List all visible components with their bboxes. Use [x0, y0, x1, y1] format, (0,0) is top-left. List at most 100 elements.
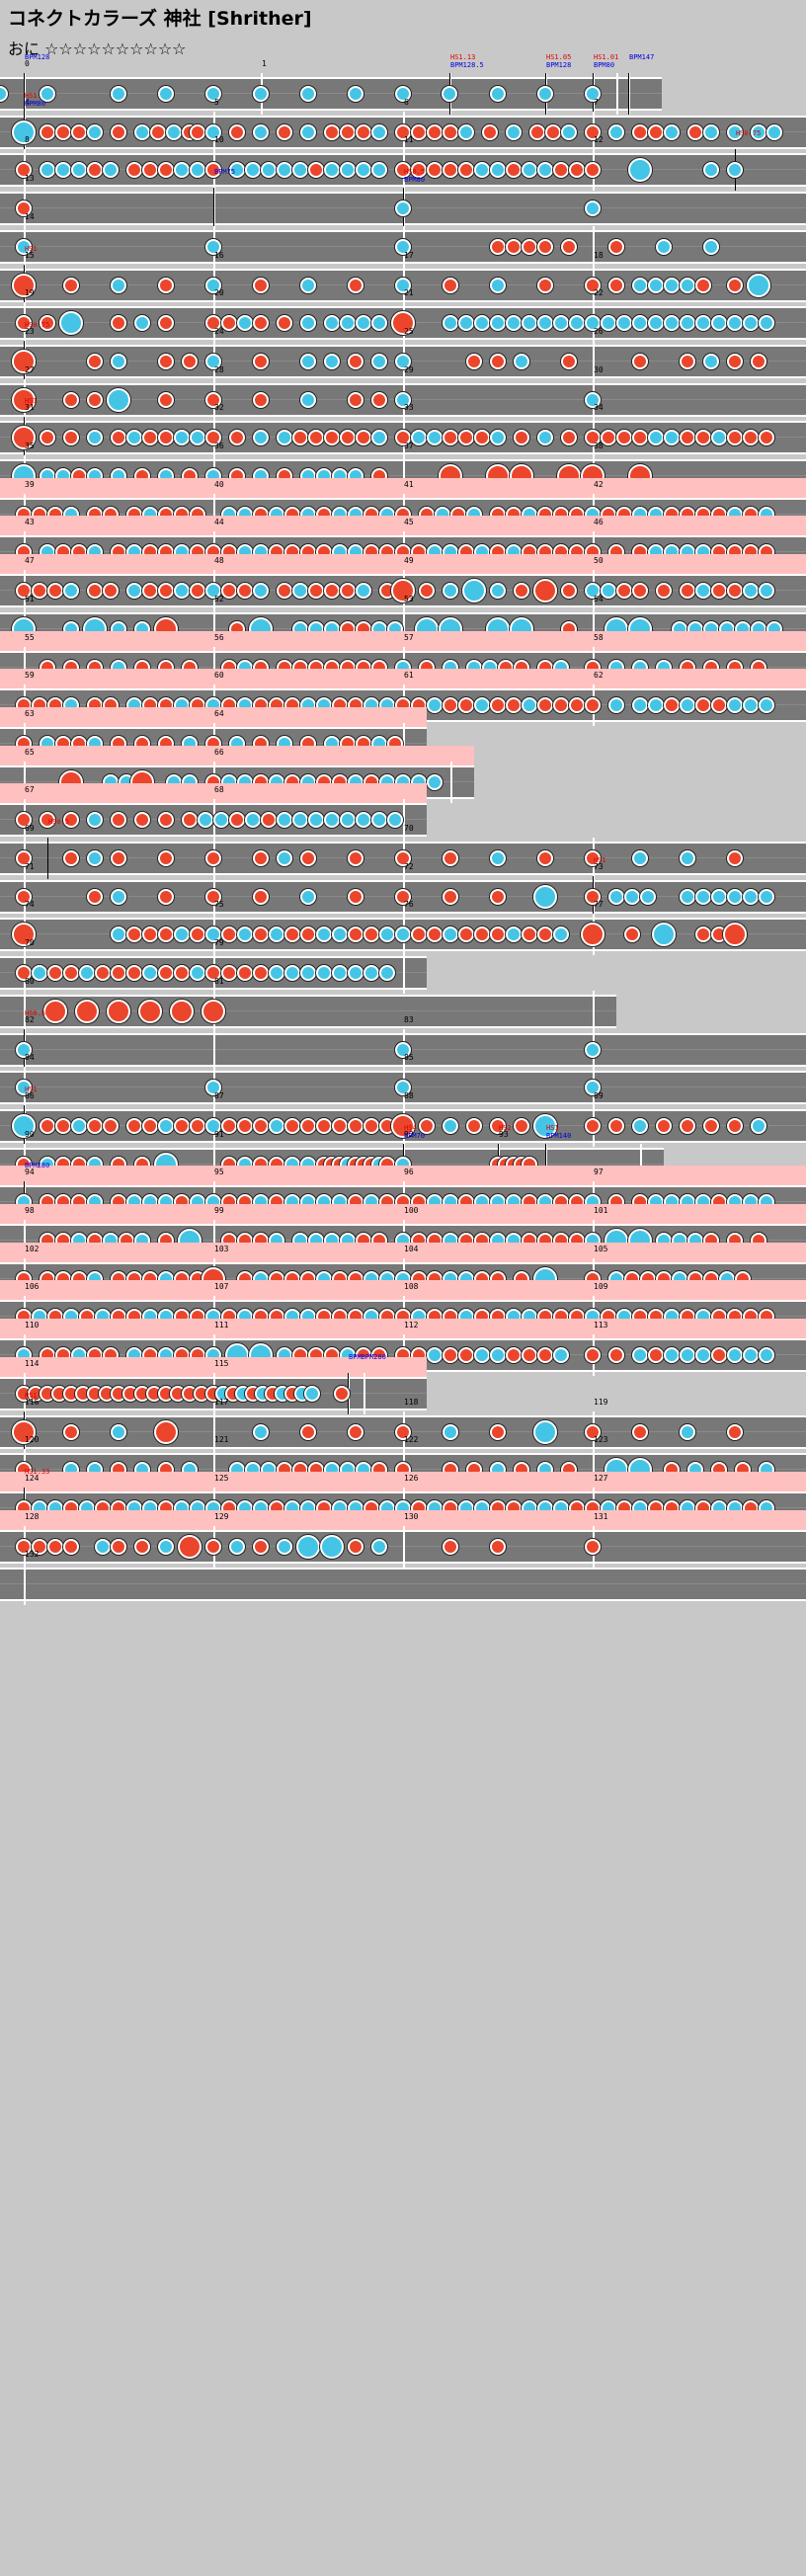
don-note — [348, 277, 363, 293]
katsu-note — [514, 353, 529, 369]
don-note — [482, 123, 498, 140]
bar-number: 76 — [404, 900, 414, 910]
don-note — [87, 583, 103, 600]
don-note — [553, 162, 569, 179]
katsu-note — [703, 238, 719, 255]
bar-number: 19 — [25, 288, 35, 298]
katsu-note — [40, 162, 55, 179]
katsu-note — [727, 1347, 743, 1364]
katsu-note — [111, 277, 126, 293]
don-note — [395, 162, 411, 179]
bar-number: 63 — [25, 708, 35, 718]
katsu-note — [664, 315, 680, 332]
katsu-note — [522, 697, 537, 714]
scroll-speed-label: HS2 — [499, 1123, 512, 1132]
bar-number: 79 — [214, 938, 224, 948]
bar-number: 39 — [25, 479, 35, 489]
katsu-note — [443, 315, 458, 332]
don-note — [561, 353, 577, 369]
katsu-note — [506, 926, 522, 943]
bar-number: 45 — [404, 518, 414, 527]
bar-number: 64 — [214, 708, 224, 718]
katsu-note — [87, 123, 103, 140]
scroll-speed-label: HS1.01 — [594, 53, 619, 61]
bar-number: 78 — [25, 938, 35, 948]
bar-number: 28 — [214, 364, 224, 374]
katsu-note — [371, 315, 387, 332]
bar-number: 31 — [25, 403, 35, 413]
event-label: HS4 BPM70 — [404, 1124, 425, 1140]
katsu-note — [664, 277, 680, 293]
katsu-note — [205, 583, 221, 600]
katsu-note — [727, 315, 743, 332]
event-label: HS2 — [499, 1124, 512, 1132]
don-note — [743, 430, 759, 446]
don-big-note — [12, 273, 36, 297]
bar-number: 11 — [404, 135, 414, 145]
event-label: HS1 — [25, 1086, 38, 1093]
katsu-note — [632, 315, 648, 332]
katsu-note — [664, 123, 680, 140]
don-note — [63, 430, 79, 446]
don-note — [632, 430, 648, 446]
katsu-note — [608, 697, 624, 714]
bar-number: 65 — [25, 747, 35, 757]
bar-number: 104 — [404, 1244, 419, 1253]
don-note — [490, 926, 506, 943]
don-note — [16, 201, 32, 217]
bpm-label: BPM80 — [404, 176, 426, 185]
bpm-label: BPM140 — [546, 1131, 572, 1140]
bar-number: 36 — [214, 442, 224, 450]
don-note — [474, 430, 490, 446]
don-note — [680, 353, 695, 369]
don-big-note — [12, 349, 36, 373]
bar-number: 46 — [594, 518, 604, 527]
bar-number: 103 — [214, 1244, 229, 1253]
bar-number: 35 — [25, 442, 35, 450]
katsu-note — [695, 1347, 711, 1364]
don-note — [229, 430, 245, 446]
katsu-note — [237, 315, 253, 332]
don-note — [585, 162, 601, 179]
bpm-label: BPM128 — [546, 61, 572, 69]
bar-number: 5 — [214, 97, 219, 107]
event-marker — [628, 73, 629, 115]
katsu-note — [134, 123, 150, 140]
don-note — [711, 697, 727, 714]
bar-number: 120 — [25, 1435, 40, 1445]
don-note — [111, 123, 126, 140]
bar-number: 47 — [25, 556, 35, 566]
don-note — [63, 391, 79, 408]
note-track: 4 5 6 7 HS1 BPM80 — [0, 92, 806, 153]
don-note — [490, 353, 506, 369]
bar-number: 33 — [404, 403, 414, 413]
don-note — [55, 123, 71, 140]
difficulty-label: おに ☆☆☆☆☆☆☆☆☆☆ — [8, 40, 187, 58]
don-note — [443, 697, 458, 714]
bar-number: 15 — [25, 250, 35, 260]
katsu-note — [205, 238, 221, 255]
katsu-note — [553, 926, 569, 943]
katsu-note — [601, 315, 616, 332]
scroll-speed-label: HS1 — [25, 91, 38, 100]
katsu-big-note — [107, 387, 130, 412]
katsu-note — [680, 315, 695, 332]
bar-number: 81 — [214, 976, 224, 986]
bar-number: 123 — [594, 1435, 608, 1445]
bar-number: 67 — [25, 785, 35, 795]
event-label: HS1.01 BPM80 — [594, 53, 618, 69]
katsu-note — [16, 238, 32, 255]
don-note — [182, 353, 198, 369]
bar-number: 53 — [404, 594, 414, 604]
katsu-note — [743, 315, 759, 332]
barline — [616, 73, 618, 115]
katsu-note — [632, 277, 648, 293]
don-note — [111, 430, 126, 446]
katsu-note — [490, 162, 506, 179]
katsu-note — [648, 430, 664, 446]
don-note — [466, 353, 482, 369]
bar-number: 97 — [594, 1167, 604, 1177]
don-note — [514, 430, 529, 446]
measure-row: 0 1 BPM128 HS1.13 BPM128.5 HS1.05 BPM128 HS1.01… — [0, 53, 662, 115]
don-note — [537, 238, 553, 255]
